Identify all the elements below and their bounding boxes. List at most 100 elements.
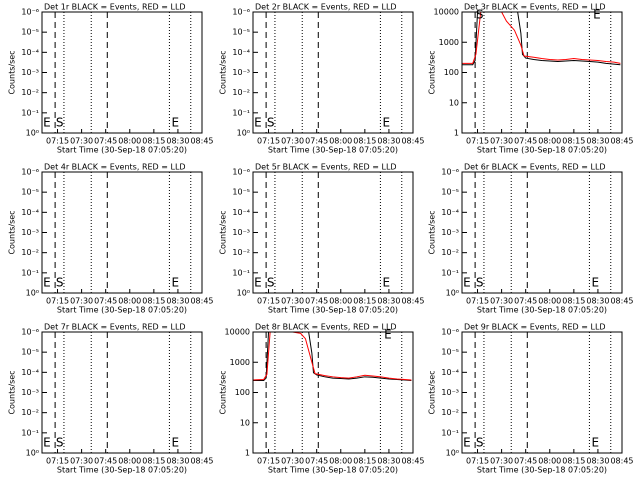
x-tick-label: 07:45 — [514, 137, 537, 146]
x-tick-label: 08:45 — [401, 137, 424, 146]
x-tick-label: 07:30 — [70, 297, 93, 306]
annotation: S — [476, 276, 484, 290]
x-tick-label: 07:30 — [281, 297, 304, 306]
y-tick-label: 10⁰ — [446, 289, 459, 298]
x-tick-label: 07:30 — [70, 137, 93, 146]
axes-frame — [252, 331, 414, 454]
x-tick-label: 08:45 — [610, 457, 633, 466]
y-tick-label: 10⁻⁶ — [232, 8, 250, 17]
annotation: S — [476, 436, 484, 450]
x-tick-label: 07:45 — [94, 297, 117, 306]
y-tick-label: 10⁻¹ — [232, 268, 250, 277]
annotation: E — [254, 276, 262, 290]
y-tick-label: 10⁻¹ — [21, 268, 39, 277]
x-tick-label: 08:00 — [329, 297, 352, 306]
y-tick-label: 10⁻⁵ — [21, 188, 39, 197]
y-axis-label: Counts/sec — [219, 370, 228, 414]
y-tick-label: 10⁻³ — [21, 68, 39, 77]
x-tick-label: 08:30 — [377, 457, 400, 466]
x-tick-label: 08:30 — [586, 457, 609, 466]
y-tick-label: 10 — [240, 418, 250, 427]
x-tick-label: 08:45 — [401, 297, 424, 306]
y-tick-label: 1 — [245, 449, 250, 458]
x-axis-label: Start Time (30-Sep-18 07:05:20) — [268, 306, 398, 315]
y-tick-label: 10⁻³ — [232, 68, 250, 77]
x-tick-label: 08:15 — [142, 137, 165, 146]
annotation: S — [56, 116, 64, 130]
x-tick-label: 07:30 — [490, 457, 513, 466]
y-tick-label: 10⁻⁶ — [441, 328, 459, 337]
x-tick-label: 08:30 — [166, 457, 189, 466]
annotation: S — [267, 276, 275, 290]
annotation: S — [56, 436, 64, 450]
annotation: E — [591, 436, 599, 450]
y-tick-label: 10⁰ — [446, 449, 459, 458]
y-tick-label: 10⁻⁶ — [441, 168, 459, 177]
annotation: E — [382, 116, 390, 130]
x-tick-label: 08:45 — [190, 457, 213, 466]
data-line — [253, 332, 412, 381]
annotation: E — [171, 436, 179, 450]
x-axis-label: Start Time (30-Sep-18 07:05:20) — [268, 466, 398, 475]
y-tick-label: 10⁻⁴ — [441, 208, 459, 217]
y-tick-label: 10⁻¹ — [441, 268, 459, 277]
y-tick-label: 100 — [444, 68, 459, 77]
panel-title: Det 8r BLACK = Events, RED = LLD — [255, 323, 397, 332]
y-tick-label: 10⁻³ — [441, 388, 459, 397]
annotation: S — [267, 116, 275, 130]
x-tick-label: 08:15 — [562, 297, 585, 306]
x-tick-label: 07:30 — [490, 137, 513, 146]
y-tick-label: 10⁻³ — [21, 228, 39, 237]
plot-panel: Det 1r BLACK = Events, RED = LLD Counts/s… — [8, 3, 214, 155]
y-axis-label: Counts/sec — [428, 50, 437, 94]
annotation: E — [382, 276, 390, 290]
x-tick-label: 08:15 — [353, 137, 376, 146]
x-tick-label: 08:00 — [329, 137, 352, 146]
x-tick-label: 07:15 — [46, 457, 69, 466]
x-axis-label: Start Time (30-Sep-18 07:05:20) — [57, 466, 187, 475]
x-tick-label: 08:00 — [538, 457, 561, 466]
x-tick-label: 08:00 — [329, 457, 352, 466]
plot-panel: Det 5r BLACK = Events, RED = LLD Counts/s… — [219, 163, 425, 315]
y-tick-label: 10⁻¹ — [21, 108, 39, 117]
y-tick-label: 10⁻⁵ — [441, 348, 459, 357]
x-tick-label: 08:00 — [118, 297, 141, 306]
x-tick-label: 07:45 — [514, 457, 537, 466]
y-tick-label: 1 — [454, 129, 459, 138]
annotation: E — [43, 116, 51, 130]
y-tick-label: 10⁰ — [237, 289, 250, 298]
data-line — [462, 12, 621, 66]
annotation: E — [43, 276, 51, 290]
x-tick-label: 08:30 — [586, 297, 609, 306]
annotation: E — [171, 116, 179, 130]
x-axis-label: Start Time (30-Sep-18 07:05:20) — [57, 306, 187, 315]
y-tick-label: 10⁰ — [26, 449, 39, 458]
y-tick-label: 10⁻⁴ — [441, 368, 459, 377]
y-axis-label: Counts/sec — [219, 210, 228, 254]
x-tick-label: 07:45 — [305, 457, 328, 466]
annotation: E — [591, 276, 599, 290]
x-axis-label: Start Time (30-Sep-18 07:05:20) — [477, 306, 607, 315]
x-axis-label: Start Time (30-Sep-18 07:05:20) — [57, 146, 187, 155]
x-tick-label: 08:30 — [166, 297, 189, 306]
x-tick-label: 07:15 — [257, 137, 280, 146]
y-axis-label: Counts/sec — [428, 370, 437, 414]
plot-panel: Det 6r BLACK = Events, RED = LLD Counts/s… — [428, 163, 634, 315]
x-tick-label: 07:30 — [281, 137, 304, 146]
x-tick-label: 07:30 — [281, 457, 304, 466]
x-tick-label: 07:15 — [46, 297, 69, 306]
plot-panel: Det 7r BLACK = Events, RED = LLD Counts/s… — [8, 323, 214, 475]
annotation: S — [476, 8, 484, 22]
panel-title: Det 6r BLACK = Events, RED = LLD — [464, 163, 606, 172]
data-line — [462, 12, 621, 64]
panel-title: Det 3r BLACK = Events, RED = LLD — [464, 3, 606, 12]
x-tick-label: 07:15 — [257, 297, 280, 306]
x-tick-label: 07:15 — [46, 137, 69, 146]
panel-title: Det 9r BLACK = Events, RED = LLD — [464, 323, 606, 332]
annotation: E — [384, 328, 392, 342]
x-tick-label: 08:15 — [142, 457, 165, 466]
x-tick-label: 07:15 — [257, 457, 280, 466]
axes-frame — [252, 11, 414, 134]
annotation: E — [171, 276, 179, 290]
axes-frame — [461, 11, 623, 134]
